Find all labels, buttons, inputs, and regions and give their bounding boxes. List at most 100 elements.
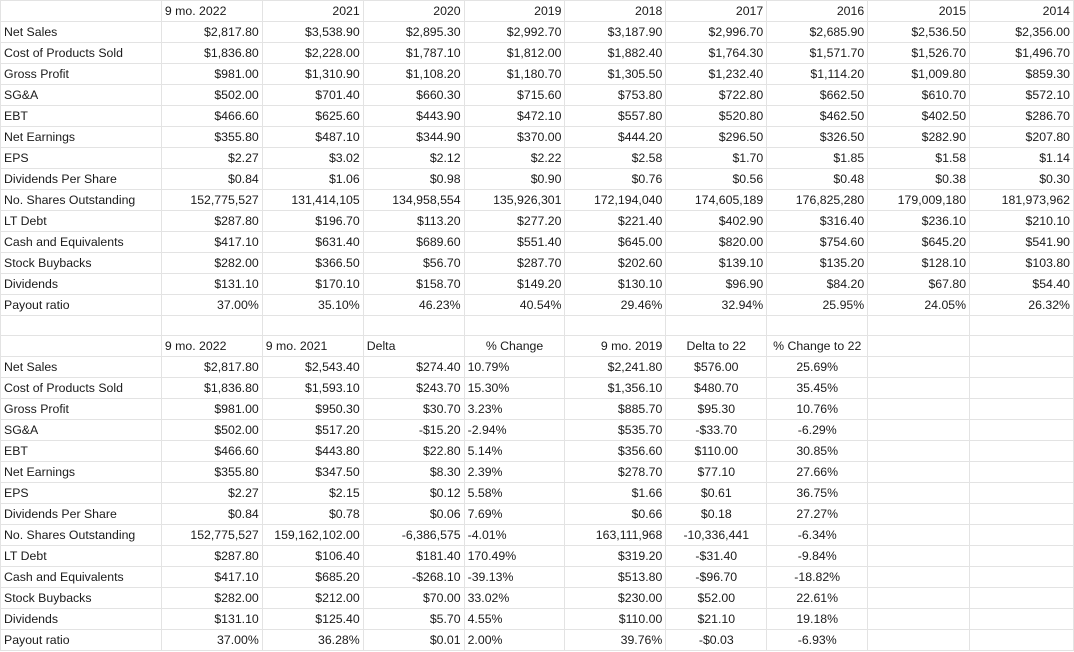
- cell[interactable]: $1,310.90: [261, 63, 364, 85]
- cell[interactable]: $131.10: [160, 273, 263, 295]
- cell[interactable]: [969, 461, 1074, 483]
- cell[interactable]: $0.98: [362, 168, 465, 190]
- cell[interactable]: $355.80: [160, 461, 263, 483]
- cell[interactable]: $319.20: [564, 545, 667, 567]
- cell[interactable]: Net Earnings: [0, 461, 162, 483]
- cell[interactable]: $0.84: [160, 168, 263, 190]
- cell[interactable]: $0.78: [261, 503, 364, 525]
- cell[interactable]: [969, 398, 1074, 420]
- cell[interactable]: $22.80: [362, 440, 465, 462]
- cell[interactable]: $181.40: [362, 545, 465, 567]
- cell[interactable]: [867, 482, 971, 504]
- cell[interactable]: $296.50: [665, 126, 768, 148]
- cell[interactable]: $316.40: [766, 210, 869, 232]
- cell[interactable]: EBT: [0, 105, 162, 127]
- cell[interactable]: $243.70: [362, 377, 465, 399]
- cell[interactable]: $557.80: [564, 105, 667, 127]
- cell[interactable]: [0, 315, 162, 336]
- cell[interactable]: $981.00: [160, 63, 263, 85]
- cell[interactable]: 5.58%: [463, 482, 566, 504]
- cell[interactable]: 2018: [564, 0, 667, 22]
- cell[interactable]: [867, 629, 971, 651]
- cell[interactable]: $2,356.00: [969, 21, 1074, 43]
- cell[interactable]: 36.28%: [261, 629, 364, 651]
- cell[interactable]: $660.30: [362, 84, 465, 106]
- cell[interactable]: -10,336,441: [665, 524, 768, 546]
- cell[interactable]: $572.10: [969, 84, 1074, 106]
- cell[interactable]: [867, 356, 971, 378]
- cell[interactable]: $196.70: [261, 210, 364, 232]
- cell[interactable]: 170.49%: [463, 545, 566, 567]
- cell[interactable]: $287.80: [160, 210, 263, 232]
- cell[interactable]: $326.50: [766, 126, 869, 148]
- cell[interactable]: $3,187.90: [564, 21, 667, 43]
- cell[interactable]: EPS: [0, 482, 162, 504]
- cell[interactable]: $84.20: [766, 273, 869, 295]
- cell[interactable]: [0, 335, 162, 357]
- cell[interactable]: [969, 566, 1074, 588]
- cell[interactable]: [867, 440, 971, 462]
- cell[interactable]: $3,538.90: [261, 21, 364, 43]
- cell[interactable]: $981.00: [160, 398, 263, 420]
- cell[interactable]: $355.80: [160, 126, 263, 148]
- cell[interactable]: [261, 315, 364, 336]
- cell[interactable]: $3.02: [261, 147, 364, 169]
- cell[interactable]: 2020: [362, 0, 465, 22]
- cell[interactable]: $207.80: [969, 126, 1074, 148]
- cell[interactable]: $1,180.70: [463, 63, 566, 85]
- cell[interactable]: 2021: [261, 0, 364, 22]
- cell[interactable]: -$31.40: [665, 545, 768, 567]
- cell[interactable]: -4.01%: [463, 524, 566, 546]
- cell[interactable]: 40.54%: [463, 294, 566, 316]
- cell[interactable]: 25.69%: [766, 356, 869, 378]
- cell[interactable]: $443.90: [362, 105, 465, 127]
- cell[interactable]: 7.69%: [463, 503, 566, 525]
- cell[interactable]: $610.70: [867, 84, 971, 106]
- cell[interactable]: $2,241.80: [564, 356, 667, 378]
- cell[interactable]: $110.00: [564, 608, 667, 630]
- cell[interactable]: $0.61: [665, 482, 768, 504]
- cell[interactable]: -9.84%: [766, 545, 869, 567]
- cell[interactable]: [766, 315, 869, 336]
- cell[interactable]: Payout ratio: [0, 294, 162, 316]
- cell[interactable]: $0.66: [564, 503, 667, 525]
- cell[interactable]: Net Sales: [0, 356, 162, 378]
- cell[interactable]: $1,232.40: [665, 63, 768, 85]
- cell[interactable]: $2,685.90: [766, 21, 869, 43]
- cell[interactable]: 35.10%: [261, 294, 364, 316]
- cell[interactable]: 27.27%: [766, 503, 869, 525]
- cell[interactable]: [463, 315, 566, 336]
- cell[interactable]: 36.75%: [766, 482, 869, 504]
- cell[interactable]: 10.76%: [766, 398, 869, 420]
- cell[interactable]: $95.30: [665, 398, 768, 420]
- cell[interactable]: $541.90: [969, 231, 1074, 253]
- cell[interactable]: Gross Profit: [0, 398, 162, 420]
- cell[interactable]: $221.40: [564, 210, 667, 232]
- cell[interactable]: $1,787.10: [362, 42, 465, 64]
- cell[interactable]: $1.85: [766, 147, 869, 169]
- cell[interactable]: SG&A: [0, 84, 162, 106]
- cell[interactable]: -$268.10: [362, 566, 465, 588]
- cell[interactable]: [969, 377, 1074, 399]
- cell[interactable]: [362, 315, 465, 336]
- cell[interactable]: Cost of Products Sold: [0, 42, 162, 64]
- cell[interactable]: 174,605,189: [665, 189, 768, 211]
- cell[interactable]: $278.70: [564, 461, 667, 483]
- cell[interactable]: $2,996.70: [665, 21, 768, 43]
- cell[interactable]: $110.00: [665, 440, 768, 462]
- cell[interactable]: 10.79%: [463, 356, 566, 378]
- cell[interactable]: $149.20: [463, 273, 566, 295]
- cell[interactable]: $502.00: [160, 419, 263, 441]
- cell[interactable]: $754.60: [766, 231, 869, 253]
- cell[interactable]: $56.70: [362, 252, 465, 274]
- cell[interactable]: $370.00: [463, 126, 566, 148]
- cell[interactable]: [867, 566, 971, 588]
- cell[interactable]: -6.29%: [766, 419, 869, 441]
- cell[interactable]: $950.30: [261, 398, 364, 420]
- cell[interactable]: Payout ratio: [0, 629, 162, 651]
- cell[interactable]: 9 mo. 2022: [160, 0, 263, 22]
- cell[interactable]: 22.61%: [766, 587, 869, 609]
- cell[interactable]: $277.20: [463, 210, 566, 232]
- cell[interactable]: 27.66%: [766, 461, 869, 483]
- cell[interactable]: Delta: [362, 335, 465, 357]
